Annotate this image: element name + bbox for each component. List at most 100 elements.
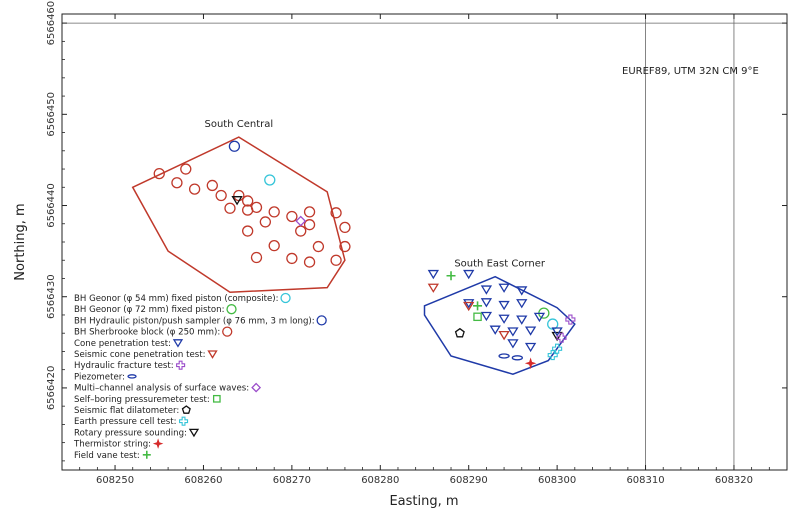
data-point	[153, 167, 165, 180]
data-point	[480, 298, 493, 308]
data-point	[242, 225, 254, 237]
y-tick-label: 6566440	[46, 183, 57, 228]
data-point	[454, 327, 465, 338]
legend-label: Thermistor string:	[73, 440, 151, 450]
data-point	[463, 301, 475, 312]
legend-label: Field vane test:	[74, 451, 140, 461]
data-point	[250, 251, 263, 264]
legend-marker	[226, 304, 237, 315]
legend-marker	[127, 374, 137, 379]
legend-label: BH Hydraulic piston/push sampler (φ 76 m…	[74, 316, 315, 326]
x-tick-label: 608280	[361, 475, 399, 486]
y-tick-label: 6566430	[46, 274, 57, 319]
data-point	[286, 210, 298, 223]
legend-marker	[222, 326, 233, 337]
data-point	[446, 271, 456, 281]
data-point	[516, 286, 528, 296]
legend-marker	[181, 405, 191, 414]
data-point	[498, 330, 510, 341]
data-point	[339, 240, 351, 253]
x-tick-label: 608270	[273, 475, 311, 486]
data-point	[565, 314, 576, 325]
legend-label: Multi–channel analysis of surface waves:	[74, 384, 249, 394]
y-tick-label: 6566420	[46, 366, 57, 411]
legend-marker	[188, 428, 200, 438]
data-point	[552, 343, 563, 354]
data-point	[498, 283, 510, 293]
legend-label: Earth pressure cell test:	[74, 417, 177, 427]
data-point	[463, 299, 475, 309]
data-point	[264, 174, 276, 186]
data-point	[498, 300, 510, 311]
data-point	[330, 207, 342, 219]
data-point	[242, 195, 254, 207]
data-point	[206, 179, 218, 192]
area-south-central-boundary	[131, 136, 346, 293]
y-axis-title: Northing, m	[13, 203, 28, 280]
legend-marker	[280, 292, 291, 304]
data-point	[524, 342, 537, 353]
series-bh-hydraulic-piston-push-sampler-76-mm-3-m-long	[228, 140, 241, 152]
series-self-boring-pressuremeter-test	[473, 312, 482, 322]
series-earth-pressure-cell-test	[547, 343, 563, 361]
data-point	[489, 325, 501, 335]
legend-marker	[212, 394, 221, 403]
legend-marker	[316, 315, 327, 326]
axis-ticks: 608250 608260 608270 608280 608290 608300 6083…	[46, 1, 787, 486]
x-tick-label: 608250	[96, 475, 134, 486]
series-cone-penetration-test	[427, 269, 563, 353]
data-point	[524, 357, 537, 370]
legend-marker	[176, 360, 186, 370]
data-point	[551, 327, 563, 337]
legend-label: Self–boring pressuremeter test:	[74, 395, 210, 405]
data-point	[259, 216, 272, 228]
data-point	[330, 254, 342, 266]
legend-label: BH Geonor (φ 72 mm) fixed piston:	[74, 305, 225, 315]
series-seismic-cone-penetration-test	[427, 283, 510, 341]
legend-marker	[178, 416, 189, 426]
data-point	[480, 311, 493, 322]
data-point	[295, 215, 307, 227]
data-point	[463, 269, 475, 280]
data-point	[516, 315, 528, 325]
data-point	[473, 301, 483, 311]
data-point	[498, 314, 510, 324]
data-point	[303, 219, 316, 231]
legend-marker	[152, 438, 164, 449]
data-point	[524, 326, 537, 336]
data-point	[180, 163, 192, 175]
data-points	[153, 140, 576, 370]
projection-label: EUREF89, UTM 32N CM 9°E	[622, 66, 759, 77]
series-hydraulic-fracture-test	[556, 314, 576, 343]
y-tick-label: 6566450	[46, 92, 57, 137]
data-point	[286, 252, 298, 265]
series-bh-sherbrooke-block-250-mm	[153, 163, 351, 268]
data-point	[556, 332, 567, 343]
area-south-east-corner-label: South East Corner	[454, 259, 546, 270]
data-point	[480, 285, 493, 295]
area-south-east-corner-boundary	[423, 275, 576, 375]
legend-label: Cone penetration test:	[74, 339, 171, 349]
series-seismic-flat-dilatometer	[454, 327, 465, 338]
legend-label: BH Sherbrooke block (φ 250 mm):	[74, 328, 220, 338]
data-point	[507, 327, 519, 337]
legend-marker	[142, 450, 151, 459]
x-tick-label: 608310	[626, 475, 664, 486]
legend-label: Hydraulic fracture test:	[74, 361, 174, 371]
series-piezometer	[498, 353, 523, 361]
legend: BH Geonor (φ 54 mm) fixed piston (compos…	[73, 292, 327, 461]
x-tick-label: 608260	[184, 475, 222, 486]
data-point	[268, 239, 280, 252]
data-point	[547, 350, 558, 361]
data-point	[511, 355, 523, 361]
series-thermistor-string	[524, 357, 537, 370]
legend-label: Seismic flat dilatometer:	[74, 406, 179, 416]
data-point	[516, 299, 528, 309]
investigation-areas: South Central South East Corner	[131, 119, 576, 375]
legend-label: BH Geonor (φ 54 mm) fixed piston (compos…	[74, 294, 279, 304]
series-field-vane-test	[446, 271, 483, 311]
data-point	[303, 256, 316, 268]
x-tick-label: 608300	[538, 475, 576, 486]
data-point	[231, 196, 243, 206]
